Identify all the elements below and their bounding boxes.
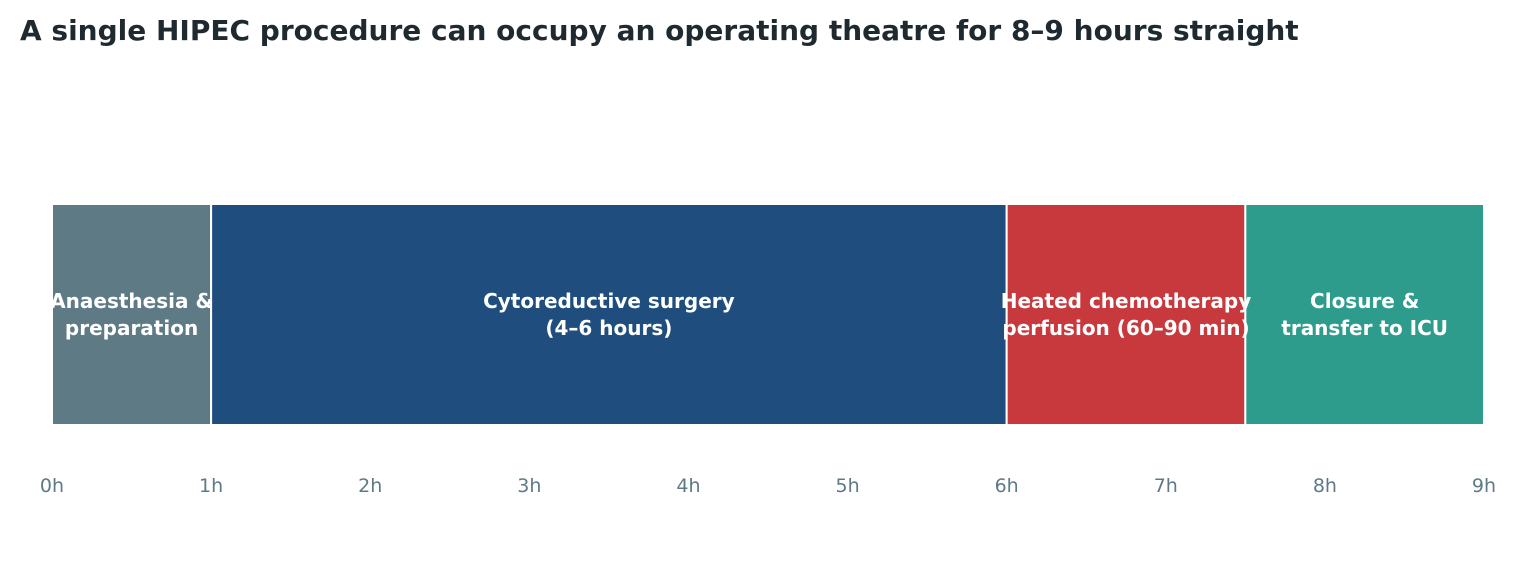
x-tick-label-6: 6h — [995, 475, 1019, 497]
x-axis-ticks: 0h 1h 2h 3h 4h 5h 6h 7h 8h 9h — [40, 475, 1496, 497]
segment-label-2-line-0: Heated chemotherapy — [1001, 289, 1252, 313]
timeline-segment-3 — [1244, 203, 1486, 426]
segment-label-0-line-0: Anaesthesia & — [50, 289, 213, 313]
timeline-segment-2 — [1005, 203, 1247, 426]
x-tick-label-1: 1h — [199, 475, 223, 497]
timeline-segment-0 — [51, 203, 213, 426]
x-tick-label-3: 3h — [517, 475, 541, 497]
segment-label-1-line-1: (4–6 hours) — [545, 316, 672, 340]
x-tick-label-0: 0h — [40, 475, 64, 497]
segment-label-3-line-0: Closure & — [1310, 289, 1419, 313]
x-tick-label-2: 2h — [358, 475, 382, 497]
x-tick-label-4: 4h — [676, 475, 700, 497]
segments-layer — [51, 203, 1486, 426]
segment-label-3-line-1: transfer to ICU — [1281, 316, 1448, 340]
segment-label-2-line-1: perfusion (60–90 min) — [1002, 316, 1249, 340]
x-tick-label-5: 5h — [835, 475, 859, 497]
x-tick-label-8: 8h — [1313, 475, 1337, 497]
segment-labels-layer: Anaesthesia & preparation Cytoreductive su… — [50, 289, 1448, 340]
timeline-segment-1 — [210, 203, 1008, 426]
segment-label-1-line-0: Cytoreductive surgery — [483, 289, 735, 313]
x-tick-label-9: 9h — [1472, 475, 1496, 497]
x-tick-label-7: 7h — [1154, 475, 1178, 497]
segment-label-0-line-1: preparation — [65, 316, 198, 340]
chart-title: A single HIPEC procedure can occupy an o… — [20, 14, 1299, 47]
